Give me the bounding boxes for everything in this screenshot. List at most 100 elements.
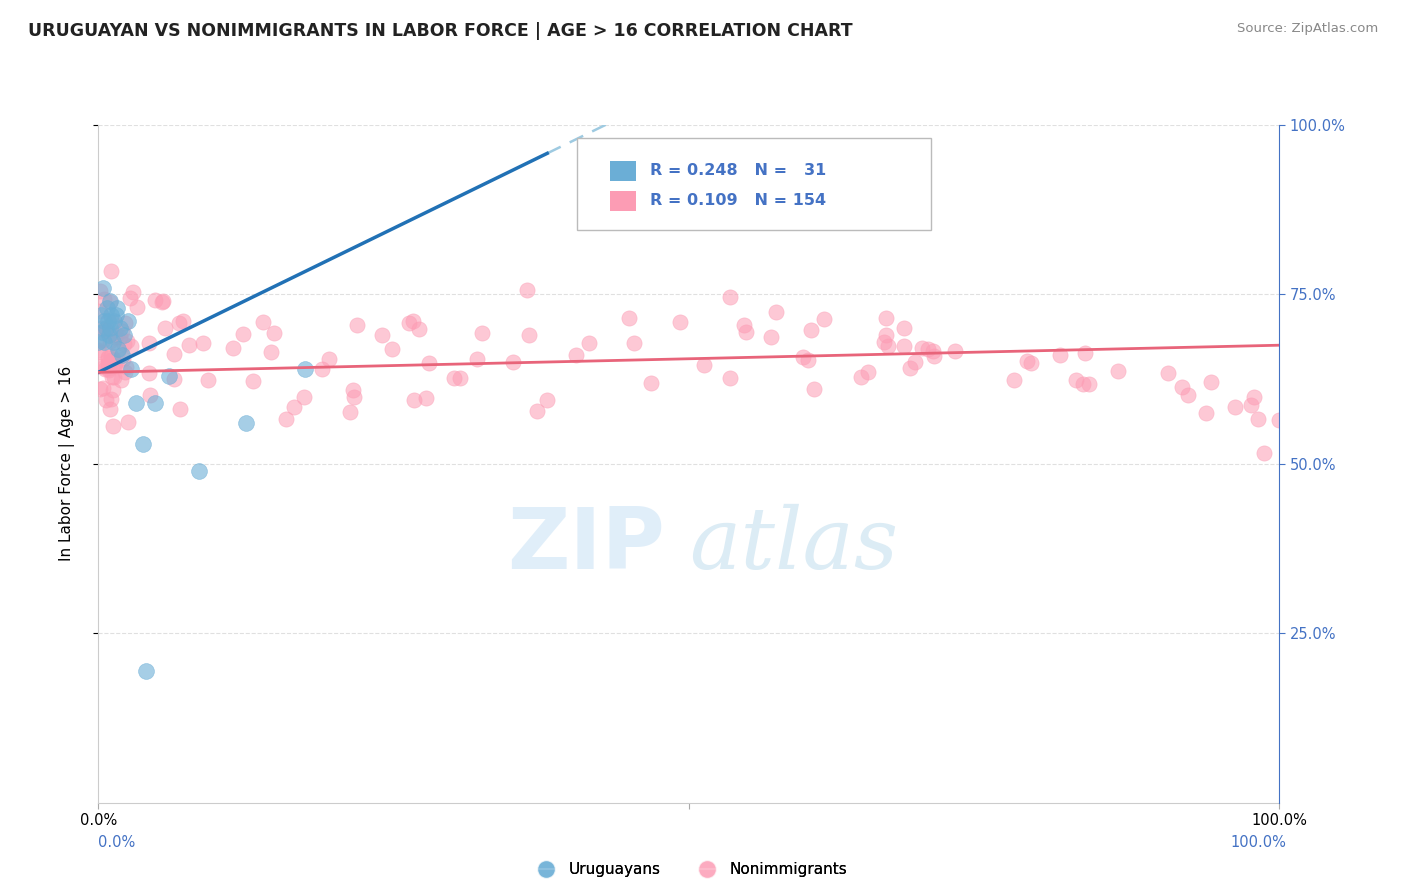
Point	[792, 350, 814, 364]
Point	[101, 383, 124, 397]
Point	[917, 343, 939, 357]
Point	[110, 374, 132, 388]
Point	[111, 324, 134, 338]
Point	[153, 321, 176, 335]
Point	[398, 316, 420, 330]
Point	[191, 335, 214, 350]
Point	[90, 321, 112, 335]
Point	[1268, 412, 1291, 426]
Point	[91, 333, 114, 347]
Point	[402, 314, 425, 328]
Point	[718, 290, 741, 304]
Point	[849, 369, 872, 384]
Point	[93, 334, 115, 349]
Point	[1019, 356, 1042, 370]
Point	[471, 326, 494, 340]
Point	[668, 315, 690, 329]
Point	[138, 336, 160, 351]
Point	[517, 327, 540, 342]
Point	[121, 362, 143, 376]
Text: R = 0.109   N = 154: R = 0.109 N = 154	[650, 193, 827, 208]
Point	[197, 373, 219, 387]
Point	[346, 318, 368, 333]
Point	[163, 372, 186, 386]
Point	[1074, 345, 1097, 359]
Point	[103, 355, 125, 369]
Point	[103, 369, 125, 384]
Point	[274, 411, 297, 425]
Point	[1247, 411, 1270, 425]
Point	[105, 301, 128, 315]
Point	[122, 285, 145, 299]
Point	[117, 415, 139, 429]
Point	[104, 356, 127, 370]
Point	[157, 368, 180, 383]
Point	[98, 328, 121, 343]
Point	[118, 291, 141, 305]
Point	[263, 326, 285, 340]
Point	[87, 359, 110, 373]
Point	[1253, 446, 1275, 460]
Point	[107, 344, 129, 359]
Point	[104, 329, 127, 343]
Point	[408, 322, 430, 336]
Point	[292, 390, 315, 404]
Point	[252, 316, 274, 330]
Point	[93, 314, 115, 328]
Point	[89, 285, 111, 299]
Point	[318, 352, 340, 367]
Point	[1077, 376, 1099, 391]
Point	[90, 308, 112, 322]
Text: ZIP: ZIP	[508, 504, 665, 587]
Point	[96, 301, 118, 315]
Point	[167, 316, 190, 330]
Point	[1015, 354, 1038, 368]
Point	[381, 342, 404, 356]
Point	[94, 323, 117, 337]
Point	[1064, 373, 1087, 387]
Point	[97, 351, 120, 365]
Point	[87, 343, 110, 357]
Point	[1243, 390, 1265, 404]
Point	[163, 347, 186, 361]
Text: 100.0%: 100.0%	[1230, 836, 1286, 850]
Point	[114, 316, 136, 330]
Point	[127, 300, 149, 314]
Point	[875, 328, 897, 343]
Point	[875, 310, 897, 325]
Point	[765, 305, 787, 319]
Point	[893, 339, 915, 353]
Point	[465, 351, 488, 366]
Point	[311, 362, 333, 376]
Point	[877, 339, 900, 353]
Point	[97, 314, 120, 328]
Point	[924, 350, 946, 364]
Text: URUGUAYAN VS NONIMMIGRANTS IN LABOR FORCE | AGE > 16 CORRELATION CHART: URUGUAYAN VS NONIMMIGRANTS IN LABOR FORC…	[28, 22, 853, 40]
Point	[858, 365, 880, 379]
Text: Source: ZipAtlas.com: Source: ZipAtlas.com	[1237, 22, 1378, 36]
Y-axis label: In Labor Force | Age > 16: In Labor Force | Age > 16	[59, 367, 75, 561]
Point	[169, 401, 191, 416]
Point	[117, 314, 139, 328]
Point	[187, 464, 209, 478]
Point	[443, 371, 465, 385]
FancyBboxPatch shape	[610, 161, 636, 181]
Text: 0.0%: 0.0%	[98, 836, 135, 850]
Point	[242, 375, 264, 389]
Point	[97, 362, 120, 376]
Point	[100, 308, 122, 322]
Point	[235, 416, 257, 430]
Point	[1049, 348, 1071, 362]
Point	[100, 264, 122, 278]
Point	[578, 335, 600, 350]
FancyBboxPatch shape	[610, 191, 636, 211]
Point	[150, 294, 173, 309]
Point	[502, 355, 524, 369]
Point	[135, 664, 157, 678]
Point	[94, 362, 117, 376]
Point	[91, 381, 114, 395]
Point	[112, 328, 135, 343]
Point	[617, 310, 640, 325]
Point	[97, 351, 120, 366]
Point	[339, 405, 361, 419]
